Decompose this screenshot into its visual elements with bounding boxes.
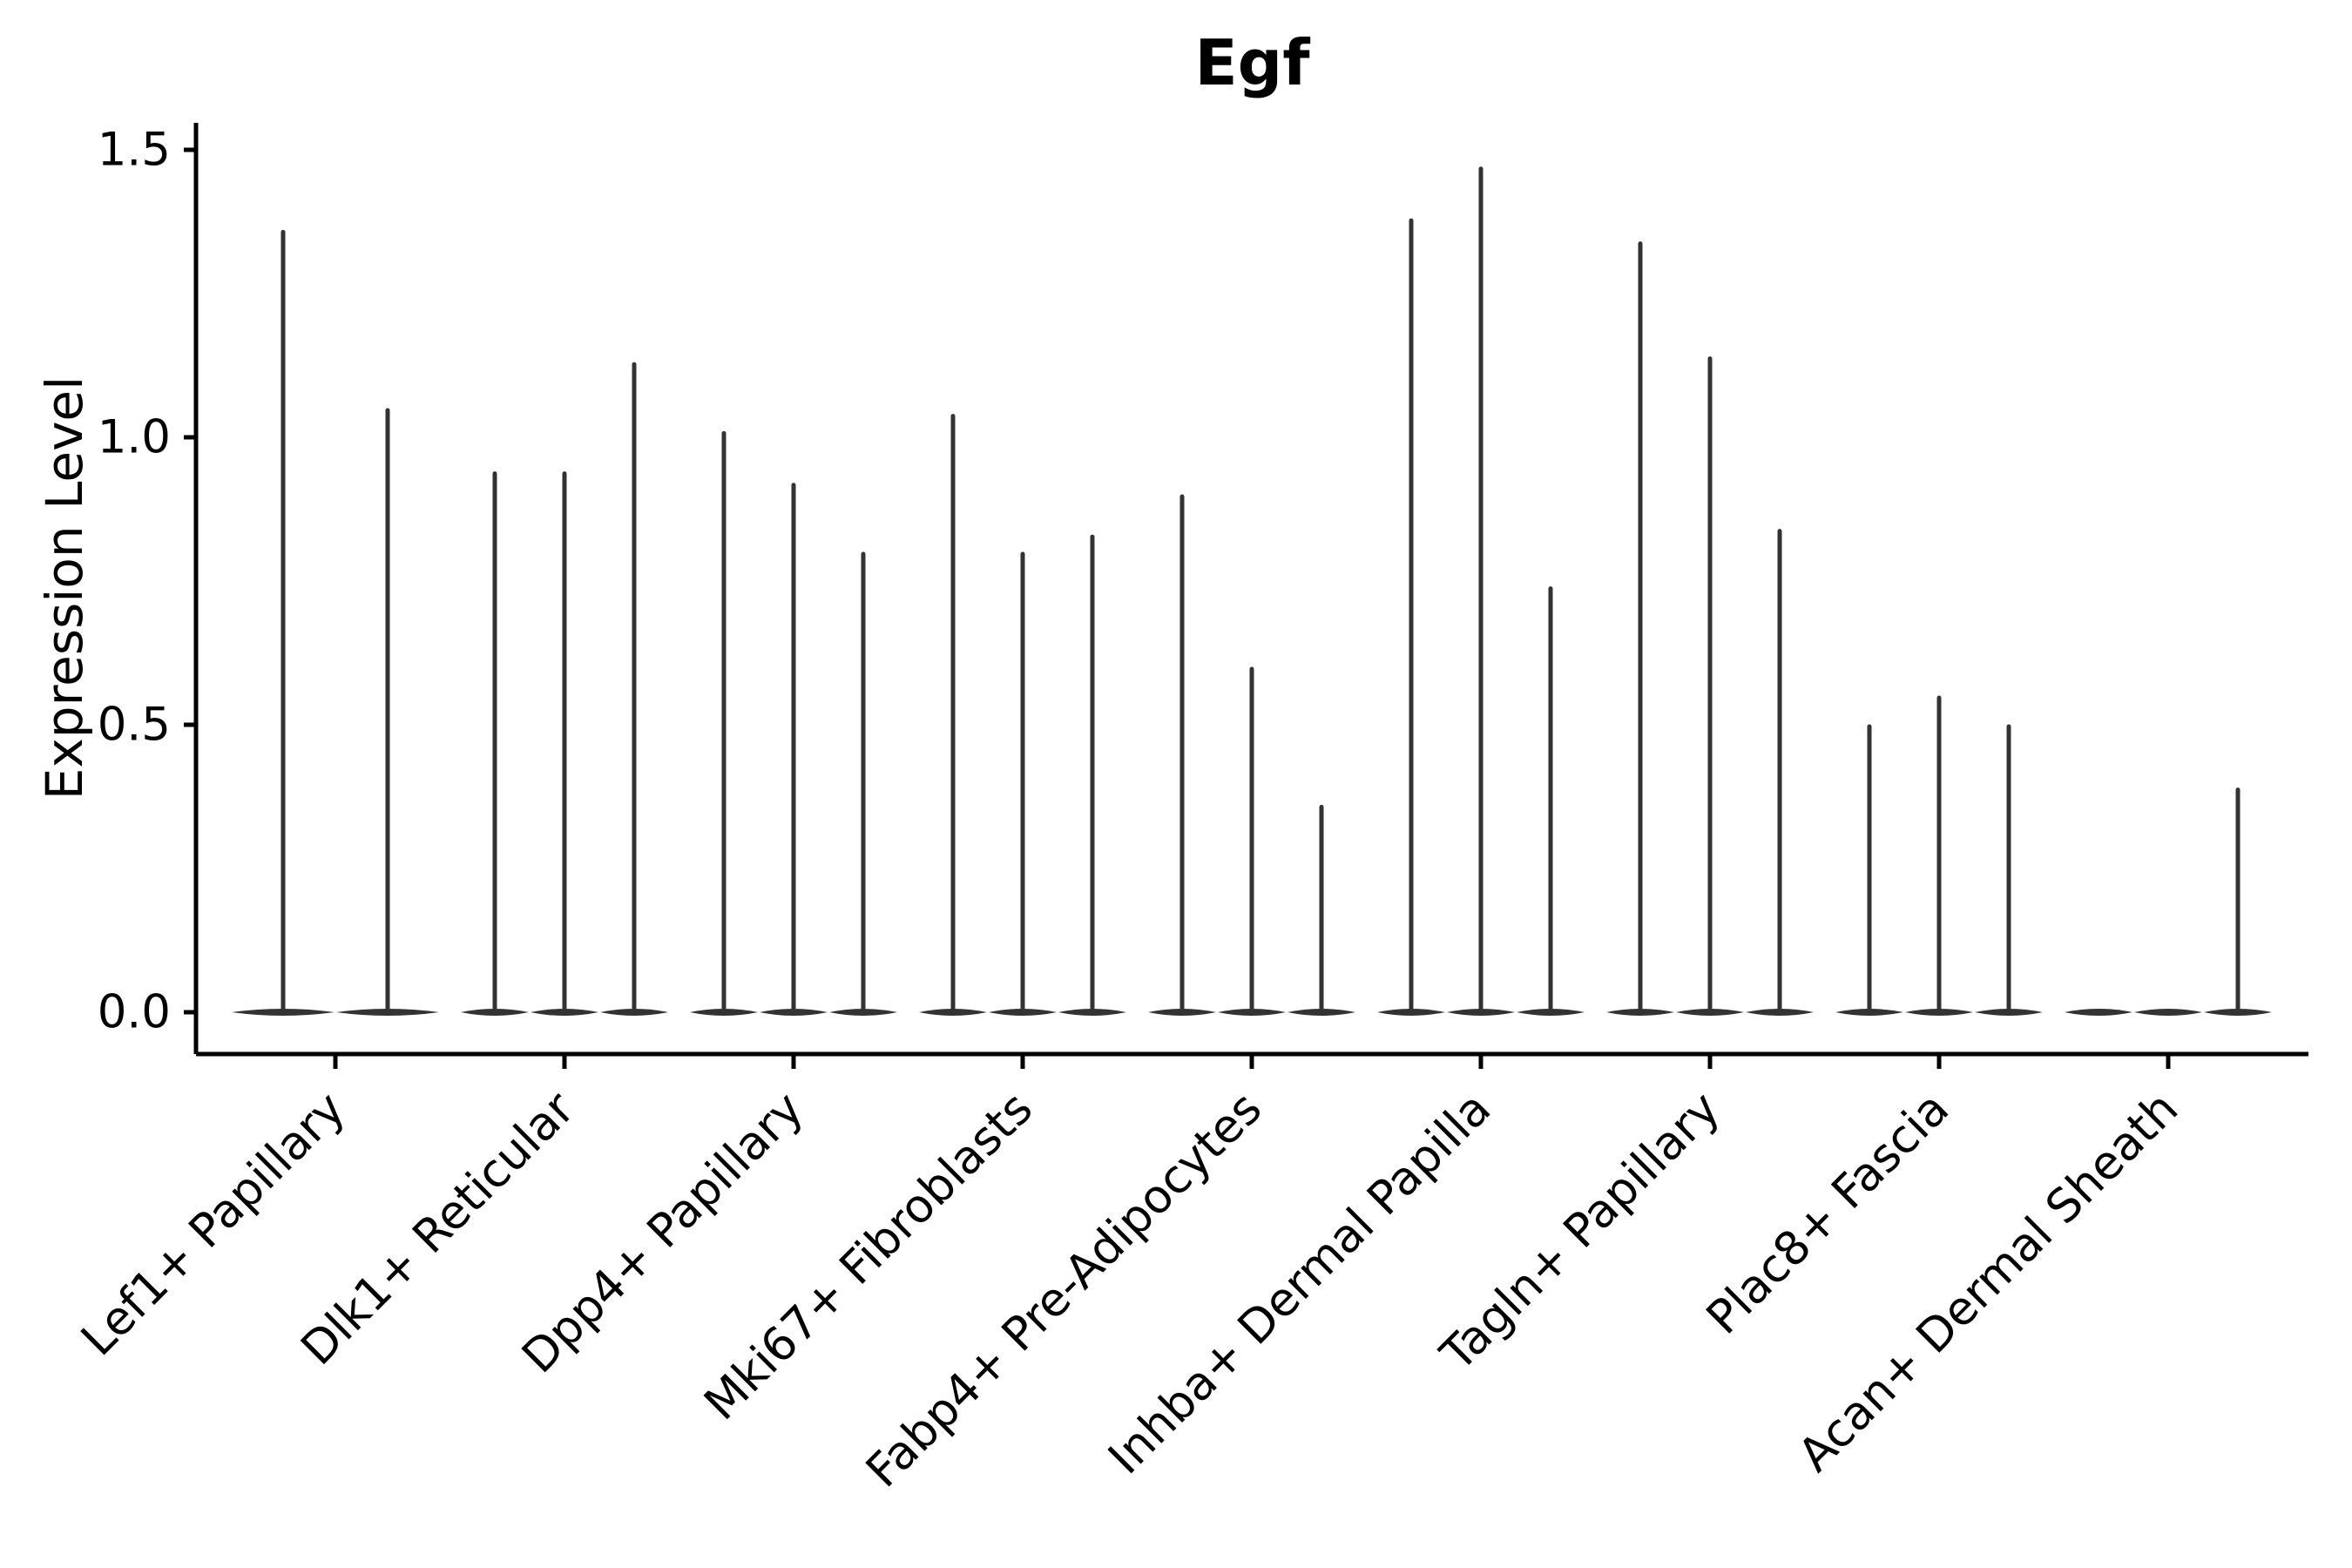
violin-base <box>2065 1009 2132 1016</box>
y-tick-label: 0.0 <box>98 986 171 1039</box>
y-tick-label: 1.0 <box>98 411 171 464</box>
y-tick-label: 0.5 <box>98 699 171 752</box>
x-tick-label: Plac8+ Fascia <box>1697 1082 1959 1344</box>
chart-title: Egf <box>1194 26 1310 99</box>
y-tick-label: 1.5 <box>98 124 171 177</box>
x-tick-label: Fabp4+ Pre-Adipocytes <box>856 1082 1272 1497</box>
x-tick-label: Acan+ Dermal Sheath <box>1788 1082 2188 1482</box>
x-tick-label: Inhba+ Dermal Papilla <box>1098 1082 1501 1484</box>
violin-base <box>2134 1009 2202 1016</box>
